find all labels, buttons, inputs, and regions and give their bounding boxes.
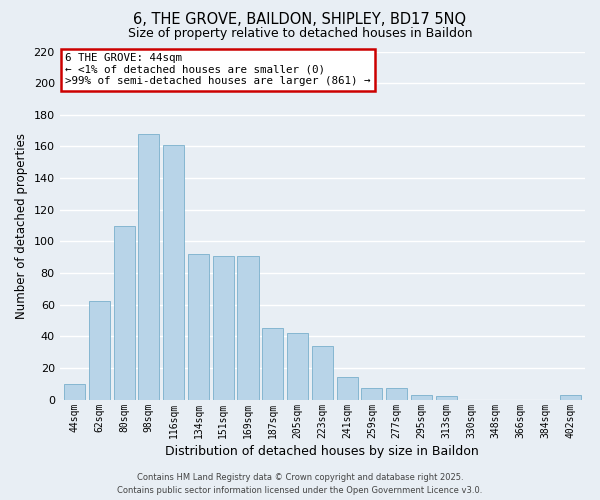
Bar [64, 384, 85, 400]
Bar [113, 226, 134, 400]
Bar [139, 134, 160, 400]
Text: 6 THE GROVE: 44sqm
← <1% of detached houses are smaller (0)
>99% of semi-detache: 6 THE GROVE: 44sqm ← <1% of detached hou… [65, 53, 370, 86]
Bar [262, 328, 283, 400]
Bar [188, 254, 209, 400]
Bar [386, 388, 407, 400]
Bar [312, 346, 333, 400]
Bar [560, 395, 581, 400]
Bar [436, 396, 457, 400]
Bar [163, 145, 184, 400]
X-axis label: Distribution of detached houses by size in Baildon: Distribution of detached houses by size … [166, 444, 479, 458]
Bar [411, 395, 432, 400]
Text: 6, THE GROVE, BAILDON, SHIPLEY, BD17 5NQ: 6, THE GROVE, BAILDON, SHIPLEY, BD17 5NQ [133, 12, 467, 28]
Y-axis label: Number of detached properties: Number of detached properties [15, 132, 28, 318]
Bar [212, 256, 234, 400]
Text: Contains HM Land Registry data © Crown copyright and database right 2025.
Contai: Contains HM Land Registry data © Crown c… [118, 473, 482, 495]
Bar [361, 388, 382, 400]
Bar [337, 378, 358, 400]
Bar [89, 302, 110, 400]
Bar [287, 333, 308, 400]
Bar [238, 256, 259, 400]
Text: Size of property relative to detached houses in Baildon: Size of property relative to detached ho… [128, 28, 472, 40]
